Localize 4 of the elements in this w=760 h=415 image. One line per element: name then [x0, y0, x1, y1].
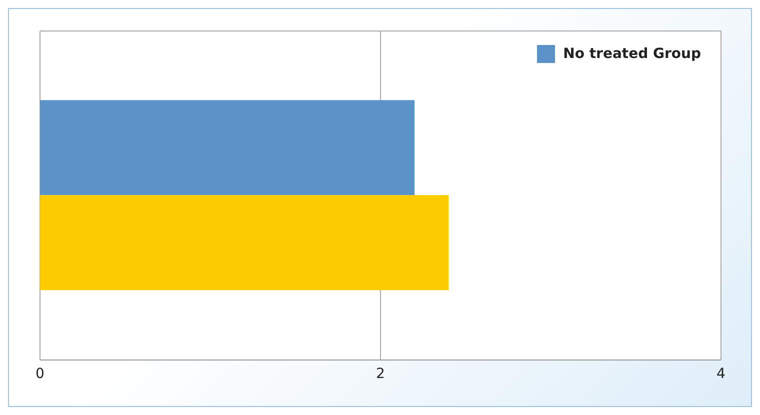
x-tick-label: 0 [36, 366, 44, 382]
x-tick-label: 4 [716, 366, 726, 382]
x-tick-label: 2 [376, 366, 385, 382]
legend-label: No treated Group [562, 45, 701, 63]
